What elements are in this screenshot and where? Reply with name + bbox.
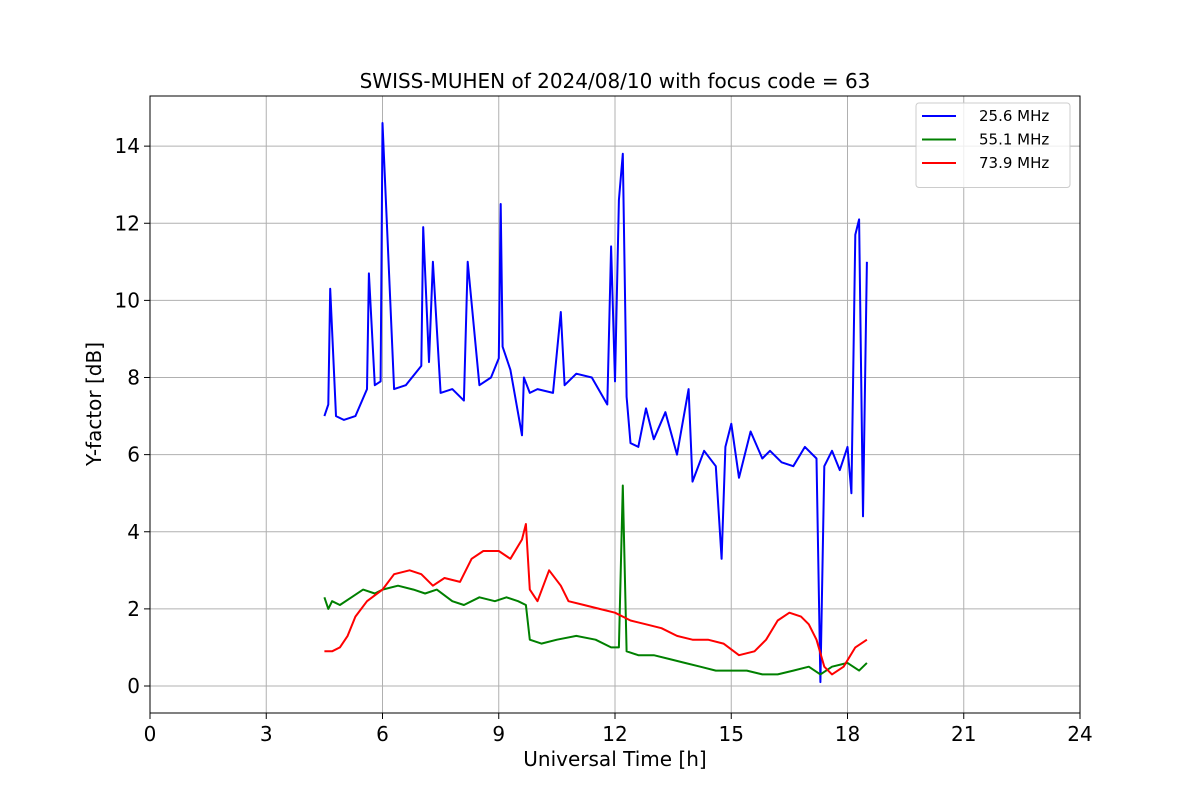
y-tick-label: 2 (127, 597, 140, 621)
x-tick-label: 0 (144, 722, 157, 746)
y-tick-label: 6 (127, 443, 140, 467)
series-lines (323, 122, 868, 684)
legend-label: 73.9 MHz (979, 154, 1049, 172)
y-tick-label: 8 (127, 366, 140, 390)
series-line-0 (323, 122, 868, 684)
x-axis-label: Universal Time [h] (523, 747, 706, 771)
y-tick-label: 10 (115, 288, 140, 312)
y-tick-label: 4 (127, 520, 140, 544)
y-tick-label: 12 (115, 211, 140, 235)
x-tick-label: 9 (492, 722, 505, 746)
x-tick-label: 21 (951, 722, 976, 746)
legend-box (915, 102, 1071, 188)
x-tick-label: 12 (602, 722, 627, 746)
legend-label: 25.6 MHz (979, 107, 1049, 125)
series-line-2 (324, 523, 868, 676)
x-tick-label: 3 (260, 722, 273, 746)
x-tick-label: 18 (835, 722, 860, 746)
legend-label: 55.1 MHz (979, 131, 1049, 149)
chart-title: SWISS-MUHEN of 2024/08/10 with focus cod… (360, 69, 871, 93)
x-tick-label: 6 (376, 722, 389, 746)
legend: 25.6 MHz 55.1 MHz 73.9 MHz (915, 102, 1071, 188)
y-tick-label: 0 (127, 674, 140, 698)
series-line-1 (323, 484, 868, 676)
y-axis-label: Y-factor [dB] (82, 342, 106, 467)
grid (149, 96, 1081, 713)
x-tick-label: 15 (719, 722, 744, 746)
y-tick-label: 14 (115, 134, 140, 158)
x-tick-label: 24 (1067, 722, 1092, 746)
